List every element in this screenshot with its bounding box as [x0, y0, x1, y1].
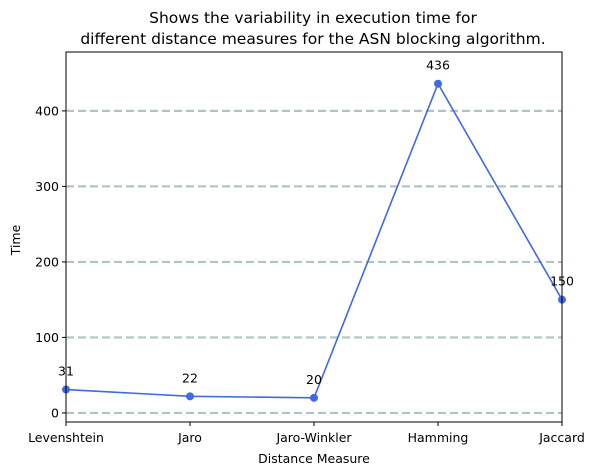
series-line-layer — [65, 81, 563, 399]
data-label: 20 — [306, 372, 322, 387]
series-line — [65, 81, 563, 399]
grid-lines — [66, 109, 562, 415]
data-point — [310, 393, 318, 402]
data-label: 22 — [182, 370, 198, 385]
y-tick-label: 300 — [35, 179, 59, 194]
y-tick-label: 100 — [35, 330, 59, 345]
x-tick-label: Hamming — [408, 430, 469, 445]
x-tick-label: Levenshtein — [28, 430, 104, 445]
chart-title-line-2: different distance measures for the ASN … — [80, 30, 545, 48]
y-tick-label: 400 — [35, 103, 59, 118]
data-label: 436 — [426, 58, 450, 73]
chart-title-line-1: Shows the variability in execution time … — [149, 9, 477, 27]
x-tick-label: Jaccard — [538, 430, 585, 445]
plot-frame — [65, 51, 563, 423]
x-tick-label: Jaro-Winkler — [275, 430, 352, 445]
data-point — [186, 392, 194, 401]
x-axis-label: Distance Measure — [258, 451, 370, 466]
y-axis-label: Time — [8, 224, 23, 256]
x-tick-label: Jaro — [177, 430, 202, 445]
y-axis-ticks: 0 100 200 300 400 — [35, 103, 66, 420]
y-tick-label: 200 — [35, 254, 59, 269]
x-axis-ticks: Levenshtein Jaro Jaro-Winkler Hamming Jaccar… — [28, 422, 585, 445]
y-tick-label: 0 — [51, 405, 59, 420]
data-points — [62, 79, 566, 402]
data-point — [434, 79, 442, 88]
